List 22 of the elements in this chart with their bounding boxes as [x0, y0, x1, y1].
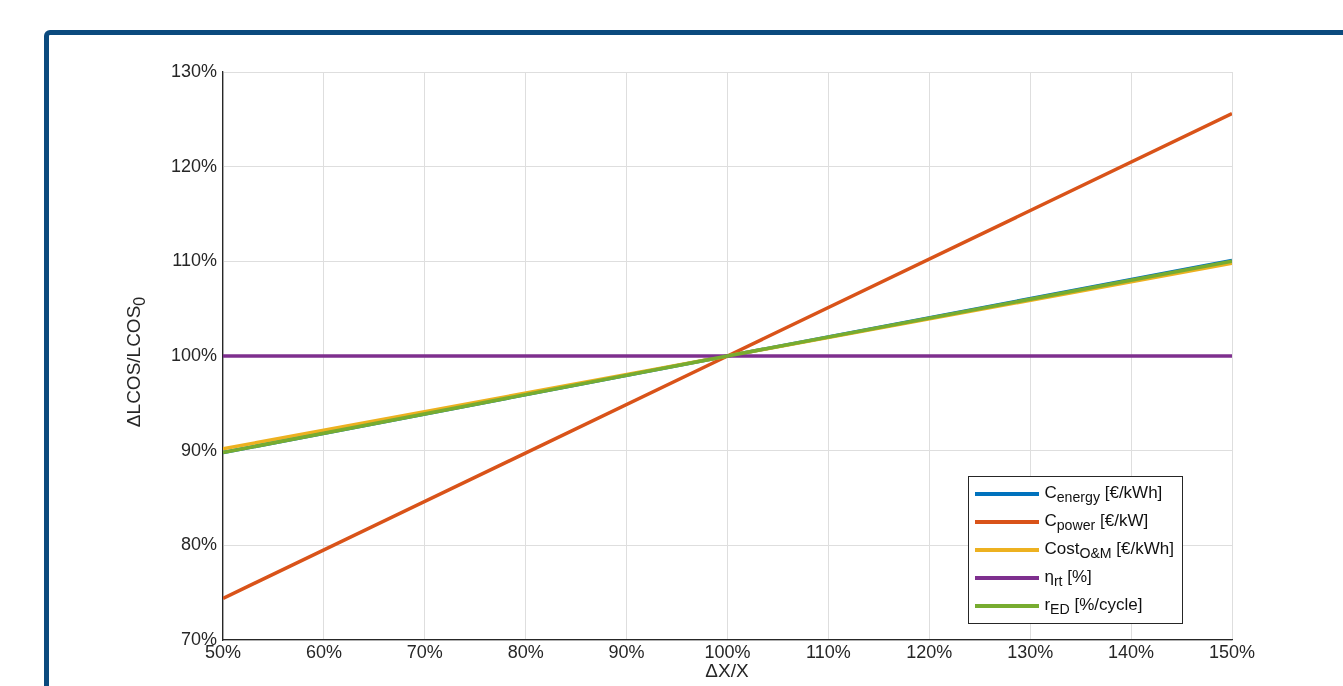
y-tick-label: 90% [180, 439, 217, 460]
x-tick-label: 140% [1108, 641, 1155, 662]
legend-label: r$_{ED}$ [%/cycle] [1044, 594, 1143, 618]
x-tick-label: 120% [906, 641, 953, 662]
legend-label: η$_{rt}$ [%] [1044, 566, 1092, 590]
x-tick-label: 100% [704, 641, 751, 662]
y-tick-label: 80% [180, 534, 217, 555]
x-tick-label: 70% [406, 641, 443, 662]
x-tick-label: 90% [608, 641, 645, 662]
x-tick-label: 60% [305, 641, 342, 662]
y-tick-label: 130% [170, 60, 217, 81]
y-tick-label: 120% [170, 155, 217, 176]
legend-label: Cost$_{O&M}$ [€/kWh] [1044, 538, 1174, 562]
legend-label: C$_{energy}$ [€/kWh] [1044, 482, 1163, 506]
x-axis-title: ΔX/X [705, 660, 749, 682]
y-tick-label: 110% [172, 250, 217, 271]
x-tick-label: 80% [507, 641, 544, 662]
x-tick-label: 150% [1208, 641, 1256, 662]
y-tick-label: 100% [170, 344, 217, 365]
legend-label: C$_{power}$ [€/kW] [1044, 510, 1149, 534]
x-tick-label: 110% [806, 641, 851, 662]
x-tick-label: 130% [1007, 641, 1054, 662]
